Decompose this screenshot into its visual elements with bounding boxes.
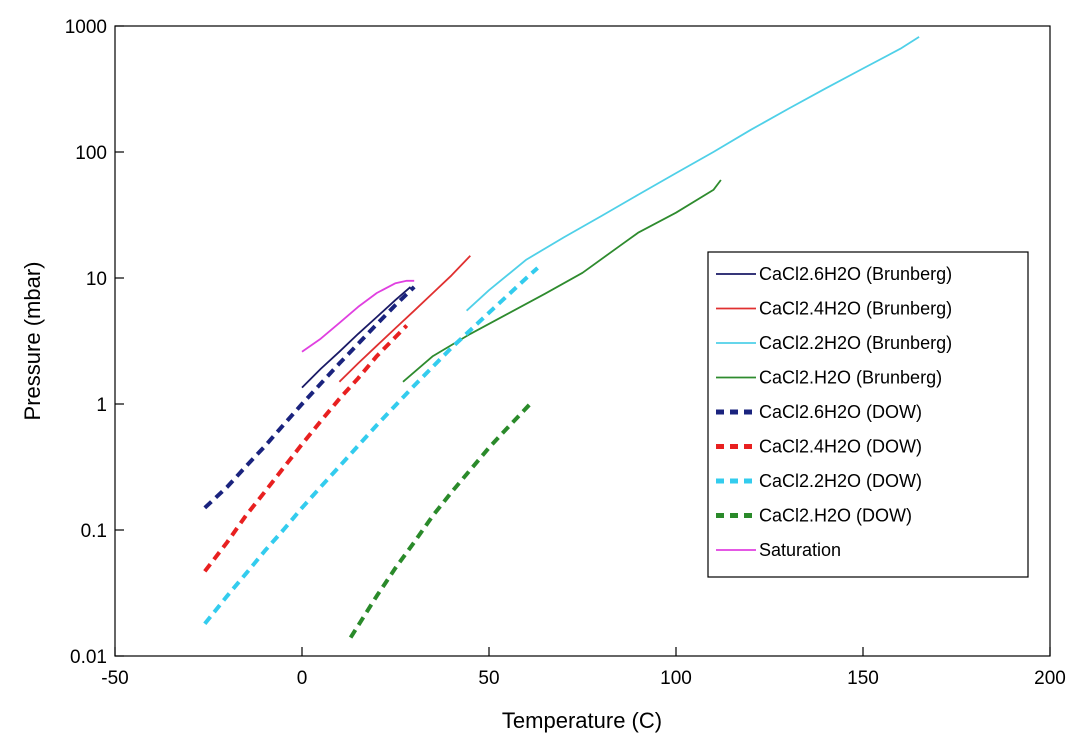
series-line-8 — [348, 402, 532, 639]
series-layer — [203, 36, 920, 639]
series-line-9 — [301, 279, 415, 353]
legend-label-2: CaCl2.4H2O (Brunberg) — [759, 299, 952, 319]
legend-label-4: CaCl2.H2O (Brunberg) — [759, 368, 942, 388]
y-tick-label: 0.01 — [70, 647, 107, 668]
y-tick-label: 1000 — [65, 17, 107, 38]
y-tick-label: 10 — [86, 269, 107, 290]
x-tick-label: 100 — [660, 668, 692, 689]
series-line-1 — [301, 286, 412, 389]
y-axis-ticks: 0.01 0.1 1 10 100 1000 — [65, 17, 124, 668]
legend-label-9: Saturation — [759, 540, 841, 560]
legend-label-7: CaCl2.2H2O (DOW) — [759, 471, 922, 491]
legend-label-8: CaCl2.H2O (DOW) — [759, 506, 912, 526]
series-line-7 — [203, 266, 539, 626]
series-line-6 — [203, 324, 409, 573]
legend-box — [707, 251, 1029, 578]
legend-label-1: CaCl2.6H2O (Brunberg) — [759, 264, 952, 284]
legend-label-5: CaCl2.6H2O (DOW) — [759, 402, 922, 422]
y-axis-title: Pressure (mbar) — [20, 262, 45, 421]
x-axis-title: Temperature (C) — [502, 708, 662, 733]
legend-label-6: CaCl2.4H2O (DOW) — [759, 437, 922, 457]
x-tick-label: 200 — [1034, 668, 1066, 689]
series-line-2 — [338, 255, 471, 383]
series-line-5 — [203, 285, 416, 510]
y-tick-label: 100 — [75, 143, 107, 164]
y-tick-label: 0.1 — [81, 521, 107, 542]
x-tick-label: 150 — [847, 668, 879, 689]
series-line-3 — [465, 36, 920, 312]
x-tick-label: -50 — [101, 668, 128, 689]
legend-label-3: CaCl2.2H2O (Brunberg) — [759, 333, 952, 353]
y-tick-label: 1 — [96, 395, 107, 416]
x-tick-label: 50 — [478, 668, 499, 689]
x-axis-ticks: -50 0 50 100 150 200 — [101, 647, 1066, 689]
legend: CaCl2.6H2O (Brunberg) CaCl2.4H2O (Brunber… — [707, 251, 1029, 578]
x-tick-label: 0 — [297, 668, 308, 689]
